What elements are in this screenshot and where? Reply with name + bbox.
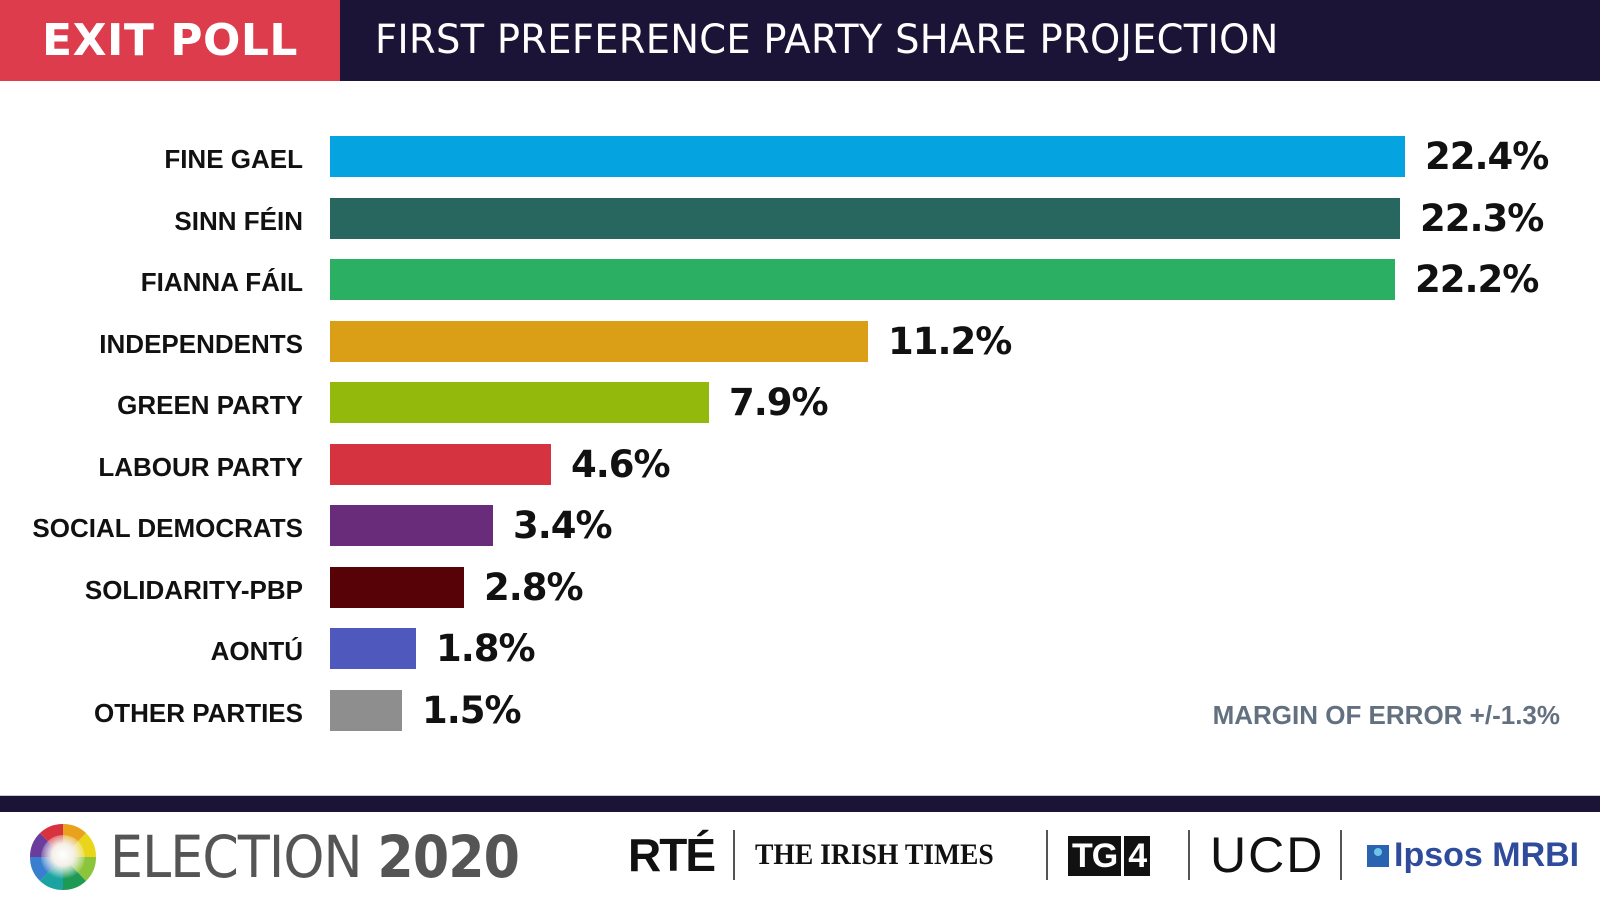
sponsor-divider (1340, 830, 1342, 880)
sponsor-divider (1046, 830, 1048, 880)
irish-times-logo: THE IRISH TIMES (755, 838, 994, 871)
footer: ELECTION 2020 RTÉ THE IRISH TIMES TG 4 U… (0, 812, 1600, 900)
bar (330, 136, 1405, 177)
election-year: 2020 (377, 823, 520, 891)
chart-title: FIRST PREFERENCE PARTY SHARE PROJECTION (375, 17, 1279, 63)
category-label: FIANNA FÁIL (140, 267, 303, 297)
category-label: SOLIDARITY-PBP (84, 575, 303, 605)
footer-divider (0, 795, 1600, 812)
bar (330, 628, 416, 669)
category-label: LABOUR PARTY (98, 452, 303, 482)
value-label: 22.2% (1415, 258, 1539, 301)
exit-poll-tag: EXIT POLL (0, 0, 340, 81)
value-label: 4.6% (571, 443, 671, 486)
category-label: INDEPENDENTS (99, 329, 303, 359)
bar (330, 505, 493, 546)
category-label: FINE GAEL (164, 144, 303, 174)
value-label: 1.5% (422, 689, 522, 732)
category-label: SOCIAL DEMOCRATS (32, 513, 303, 543)
category-label: AONTÚ (210, 636, 303, 666)
margin-of-error-note: MARGIN OF ERROR +/-1.3% (1212, 700, 1560, 730)
value-label: 22.4% (1425, 135, 1549, 178)
value-label: 22.3% (1420, 197, 1544, 240)
rte-logo: RTÉ (628, 829, 716, 881)
bar (330, 382, 709, 423)
value-label: 2.8% (484, 566, 584, 609)
value-label: 11.2% (888, 320, 1012, 363)
ipsos-icon (1367, 845, 1389, 867)
bar (330, 198, 1400, 239)
value-label: 7.9% (729, 381, 829, 424)
election-word: ELECTION (110, 823, 363, 891)
bar (330, 690, 402, 731)
bar (330, 567, 464, 608)
election-logo-icon (29, 823, 97, 891)
bar (330, 321, 868, 362)
bar (330, 444, 551, 485)
value-label: 1.8% (436, 627, 536, 670)
sponsor-divider (1188, 830, 1190, 880)
sponsor-divider (733, 830, 735, 880)
election-2020-wordmark: ELECTION 2020 (110, 823, 520, 891)
category-label: OTHER PARTIES (94, 698, 303, 728)
tg4-logo-tg: TG (1068, 836, 1122, 876)
ipsos-mrbi-logo: Ipsos MRBI (1394, 836, 1580, 874)
category-label: GREEN PARTY (117, 390, 303, 420)
bar-chart: FINE GAEL 22.4% SINN FÉIN 22.3% FIANNA FÁIL 2… (0, 120, 1600, 760)
category-label: SINN FÉIN (174, 206, 303, 236)
tg4-logo-4: 4 (1124, 836, 1151, 876)
bar (330, 259, 1395, 300)
header-bar: EXIT POLL FIRST PREFERENCE PARTY SHARE P… (0, 0, 1600, 81)
tg4-logo: TG 4 (1068, 836, 1151, 876)
value-label: 3.4% (513, 504, 613, 547)
ucd-logo: UCD (1210, 827, 1325, 883)
